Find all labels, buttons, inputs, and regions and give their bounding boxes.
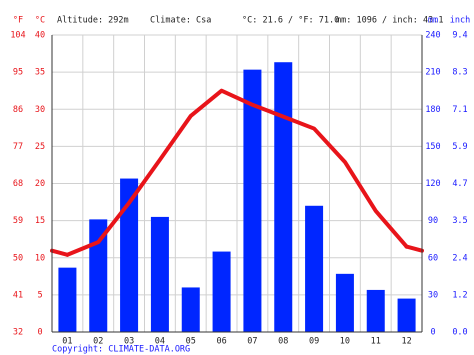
y2-tick-label: 210 bbox=[425, 68, 440, 78]
y2-tick-label: 120 bbox=[425, 179, 440, 189]
y2-tick-label: 30 bbox=[428, 290, 438, 300]
y-tick-label: 25 bbox=[35, 142, 45, 152]
precipitation-bar bbox=[181, 287, 200, 332]
inch-unit: inch bbox=[450, 16, 470, 26]
fahrenheit-tick-label: 41 bbox=[13, 290, 23, 300]
mm-unit: mm bbox=[428, 16, 438, 26]
precipitation-bar bbox=[366, 289, 385, 332]
precipitation-bar bbox=[243, 69, 262, 333]
copyright: Copyright: CLIMATE-DATA.ORG bbox=[52, 345, 190, 355]
fahrenheit-tick-label: 59 bbox=[13, 216, 23, 226]
precipitation-bar bbox=[58, 267, 77, 332]
precipitation-bar bbox=[305, 205, 324, 332]
fahrenheit-tick-label: 32 bbox=[13, 328, 23, 338]
y-tick-label: 20 bbox=[35, 179, 45, 189]
precipitation-bar bbox=[120, 178, 139, 332]
fahrenheit-tick-label: 86 bbox=[13, 105, 23, 115]
precipitation-bar bbox=[212, 251, 231, 332]
y-tick-label: 40 bbox=[35, 31, 45, 41]
inch-tick-label: 7.1 bbox=[452, 105, 467, 115]
fahrenheit-tick-label: 95 bbox=[13, 68, 23, 78]
x-tick-label: 03 bbox=[124, 337, 134, 347]
y-tick-label: 15 bbox=[35, 216, 45, 226]
precipitation-bar bbox=[397, 298, 416, 332]
x-tick-label: 09 bbox=[309, 337, 319, 347]
temperature-wrap bbox=[404, 244, 424, 253]
x-tick-label: 06 bbox=[216, 337, 226, 347]
inch-tick-label: 1.2 bbox=[452, 290, 467, 300]
y2-tick-label: 240 bbox=[425, 31, 440, 41]
temperature-line bbox=[65, 88, 409, 257]
y-tick-label: 5 bbox=[37, 290, 42, 300]
fahrenheit-tick-label: 68 bbox=[13, 179, 23, 189]
x-tick-label: 08 bbox=[278, 337, 288, 347]
y-tick-label: 10 bbox=[35, 253, 45, 263]
fahrenheit-tick-label: 77 bbox=[13, 142, 23, 152]
temperature-mean: °C: 21.6 / °F: 71.0 bbox=[242, 16, 339, 26]
climate: Climate: Csa bbox=[150, 16, 211, 26]
precipitation-total: mm: 1096 / inch: 43.1 bbox=[336, 16, 443, 26]
y2-tick-label: 0 bbox=[430, 328, 435, 338]
y2-tick-label: 180 bbox=[425, 105, 440, 115]
y2-tick-label: 150 bbox=[425, 142, 440, 152]
x-tick-label: 11 bbox=[371, 337, 381, 347]
fahrenheit-tick-label: 104 bbox=[10, 31, 25, 41]
precipitation-bar bbox=[335, 273, 354, 332]
altitude: Altitude: 292m bbox=[57, 16, 129, 26]
x-tick-label: 10 bbox=[340, 337, 350, 347]
fahrenheit-tick-label: 50 bbox=[13, 253, 23, 263]
x-tick-label: 07 bbox=[247, 337, 257, 347]
inch-tick-label: 2.4 bbox=[452, 253, 467, 263]
x-tick-label: 04 bbox=[155, 337, 165, 347]
inch-tick-label: 0.0 bbox=[452, 328, 467, 338]
y-tick-label: 30 bbox=[35, 105, 45, 115]
x-tick-label: 05 bbox=[186, 337, 196, 347]
y2-tick-label: 90 bbox=[428, 216, 438, 226]
y2-tick-label: 60 bbox=[428, 253, 438, 263]
inch-tick-label: 3.5 bbox=[452, 216, 467, 226]
celsius-unit: °C bbox=[35, 16, 45, 26]
x-tick-label: 12 bbox=[401, 337, 411, 347]
precipitation-bar bbox=[274, 62, 293, 332]
fahrenheit-unit: °F bbox=[13, 16, 23, 26]
inch-tick-label: 4.7 bbox=[452, 179, 467, 189]
y-tick-label: 0 bbox=[37, 328, 42, 338]
inch-tick-label: 8.3 bbox=[452, 68, 467, 78]
x-tick-label: 01 bbox=[62, 337, 72, 347]
inch-tick-label: 5.9 bbox=[452, 142, 467, 152]
y-tick-label: 35 bbox=[35, 68, 45, 78]
precipitation-bar bbox=[150, 216, 169, 332]
temperature-wrap bbox=[50, 248, 70, 257]
x-tick-label: 02 bbox=[93, 337, 103, 347]
inch-tick-label: 9.4 bbox=[452, 31, 467, 41]
precipitation-bar bbox=[89, 219, 108, 332]
